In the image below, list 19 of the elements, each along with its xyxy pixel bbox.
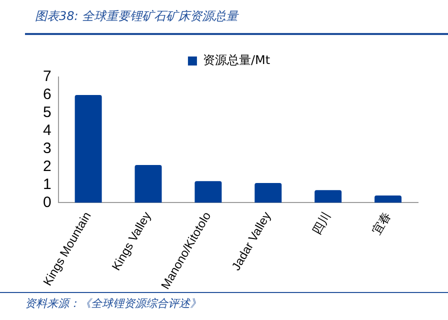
y-tick-label: 1 — [43, 176, 52, 193]
y-tick-label: 3 — [43, 140, 52, 157]
bar — [254, 182, 282, 203]
x-tick-label: 宜春 — [369, 209, 394, 238]
y-tick-label: 4 — [43, 122, 52, 140]
y-tick-label: 5 — [43, 104, 52, 122]
text: 资料来源：《全球锂资源综合评述》 — [25, 296, 202, 311]
bar — [194, 181, 222, 203]
y-tick-label: 7 — [43, 68, 52, 86]
bar — [374, 196, 402, 203]
bar — [314, 190, 342, 203]
y-tick-label: 0 — [43, 194, 52, 211]
y-tick-label: 6 — [43, 86, 52, 104]
legend-label: 资源总量/Mt — [202, 53, 270, 68]
x-tick-label: 四川 — [309, 209, 334, 238]
y-tick-label: 2 — [43, 158, 52, 175]
chart-title: 图表38: 全球重要锂矿石矿床资源总量 — [35, 8, 238, 25]
bar — [74, 94, 102, 203]
bar — [134, 164, 162, 203]
